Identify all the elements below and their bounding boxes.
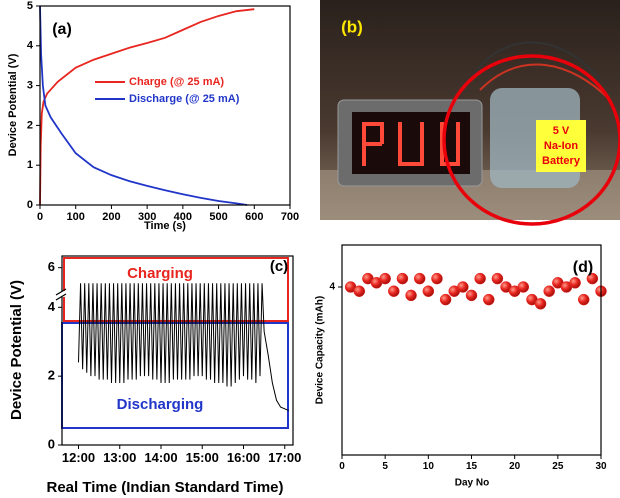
data-line — [39, 5, 248, 206]
data-point — [353, 285, 366, 297]
chart-panel: 0 100 200 300 400 500 600 700 0 1 2 3 4 5 Time (s) Devi… — [7, 0, 299, 232]
data-point — [439, 293, 452, 306]
photo-panel: 5 V Na-Ion Battery (b) — [320, 0, 620, 226]
legend-label: Discharge (@ 25 mA) — [129, 93, 240, 105]
annotation-text: Charging — [127, 265, 193, 282]
panel-label: (d) — [573, 259, 593, 276]
battery-label: 5 V — [553, 125, 570, 137]
data-point — [396, 272, 409, 285]
data-point — [465, 289, 478, 302]
data-point — [543, 285, 555, 297]
y-tick-label: 0 — [48, 436, 55, 451]
x-tick-label: 17:00 — [268, 450, 301, 465]
x-tick-label: 13:00 — [103, 450, 136, 465]
data-point — [457, 281, 469, 293]
data-point — [534, 298, 547, 310]
wire — [479, 63, 611, 101]
panel-label: (a) — [52, 21, 72, 38]
y-tick-label: 2 — [48, 368, 55, 383]
axis-break-gap — [58, 291, 66, 297]
panel-label: (b) — [341, 17, 363, 36]
battery-label: Battery — [542, 155, 581, 167]
x-tick-label: 14:00 — [144, 450, 177, 465]
y-tick-label: 4 — [27, 40, 34, 52]
x-tick-label: 200 — [102, 211, 120, 223]
x-tick-label: 20 — [509, 461, 521, 472]
data-point — [483, 293, 495, 306]
x-tick-label: 15:00 — [186, 450, 219, 465]
data-point — [422, 285, 435, 297]
axis-break-mark — [55, 288, 67, 301]
plot-frame — [39, 5, 291, 206]
highlight-circle — [442, 54, 620, 226]
x-tick-label: 0 — [37, 211, 43, 223]
data-point — [413, 272, 426, 285]
x-tick-label: 16:00 — [227, 450, 260, 465]
x-axis-title: Day No — [455, 478, 489, 489]
x-tick-label: 5 — [382, 461, 388, 472]
y-tick-label: 2 — [27, 119, 33, 131]
data-line — [39, 8, 255, 206]
x-tick-label: 400 — [174, 211, 192, 223]
data-point — [577, 293, 590, 306]
x-tick-label: 12:00 — [62, 450, 95, 465]
data-point — [474, 272, 486, 285]
battery-label: Na-Ion — [544, 140, 579, 152]
chart-panel: 0 5 10 15 20 25 30 4 Day No Device Capacity (mAh)… — [315, 244, 607, 489]
data-line — [78, 283, 290, 412]
y-tick-label: 3 — [27, 80, 33, 92]
y-axis-title: Device Capacity (mAh) — [315, 296, 326, 404]
x-tick-label: 10 — [423, 461, 435, 472]
data-point — [491, 272, 504, 285]
y-tick-label: 5 — [27, 0, 33, 12]
panel-label: (c) — [270, 258, 288, 275]
x-tick-label: 500 — [209, 211, 227, 223]
chart-panel: Charging Discharging 12:00 13:00 14:00 15:00 1… — [8, 255, 301, 496]
data-point — [517, 281, 530, 293]
plot-frame — [61, 255, 294, 446]
y-tick-label: 4 — [329, 282, 335, 293]
x-tick-label: 15 — [466, 461, 478, 472]
x-tick-label: 25 — [552, 461, 564, 472]
led-pattern — [362, 122, 460, 166]
x-tick-label: 30 — [595, 461, 607, 472]
x-axis-title: Real Time (Indian Standard Time) — [47, 479, 284, 496]
x-tick-label: 600 — [245, 211, 263, 223]
data-point — [405, 289, 417, 302]
x-tick-label: 700 — [281, 211, 299, 223]
x-axis-title: Time (s) — [144, 220, 186, 232]
x-tick-label: 300 — [138, 211, 156, 223]
y-tick-label: 1 — [27, 159, 33, 171]
wire — [469, 41, 601, 81]
x-tick-label: 0 — [339, 461, 345, 472]
annotation-text: Discharging — [117, 396, 204, 413]
y-tick-label: 0 — [27, 199, 33, 211]
y-tick-label: 6 — [48, 259, 55, 274]
data-point — [379, 272, 391, 285]
data-point — [388, 285, 400, 297]
data-point — [431, 272, 443, 285]
y-axis-title: Device Potential (V) — [8, 280, 25, 420]
x-tick-label: 100 — [67, 211, 85, 223]
data-point — [569, 277, 581, 289]
legend-label: Charge (@ 25 mA) — [129, 76, 224, 88]
data-point — [586, 272, 599, 285]
y-axis-title: Device Potential (V) — [7, 53, 19, 156]
y-tick-label: 4 — [48, 299, 56, 314]
battery-label-box — [536, 120, 586, 172]
